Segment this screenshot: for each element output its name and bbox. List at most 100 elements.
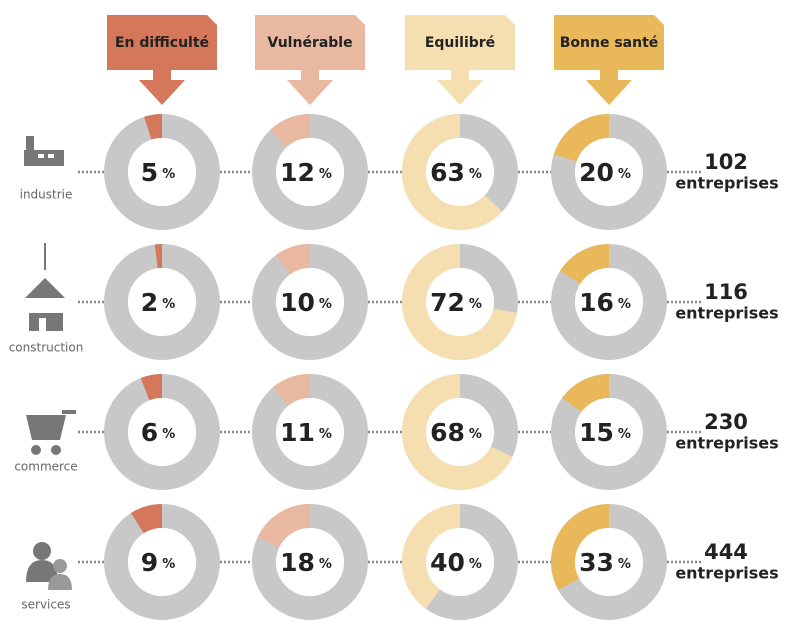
icon-commerce <box>26 410 76 455</box>
percent-value: 5 <box>141 158 158 187</box>
sector-label: construction <box>9 341 84 355</box>
company-unit: entreprises <box>675 564 778 583</box>
donut-center <box>128 268 196 336</box>
percent-label: 12% <box>280 158 332 187</box>
donut-center <box>276 528 344 596</box>
company-unit: entreprises <box>675 304 778 323</box>
donut-segment <box>402 504 461 609</box>
donut-center <box>128 398 196 466</box>
percent-unit: % <box>319 297 332 312</box>
percent-label: 40% <box>430 548 482 577</box>
donut-center <box>575 398 643 466</box>
percent-unit: % <box>162 297 175 312</box>
donut-segment <box>130 504 163 534</box>
donut-segment <box>402 244 517 360</box>
percent-value: 63 <box>430 158 465 187</box>
percent-unit: % <box>618 427 631 442</box>
percent-label: 2% <box>141 288 175 317</box>
donut-segment <box>562 374 610 413</box>
company-count: 230 <box>704 410 748 434</box>
donut-center <box>276 268 344 336</box>
header-arrow <box>287 80 333 105</box>
percent-unit: % <box>469 557 482 572</box>
header-stem <box>301 70 319 81</box>
donut-center <box>276 138 344 206</box>
donut-center <box>575 528 643 596</box>
company-count: 444 <box>704 540 748 564</box>
percent-label: 33% <box>579 548 631 577</box>
icon-industrie <box>24 136 64 166</box>
header-stem <box>153 70 171 81</box>
donut-center <box>426 268 494 336</box>
percent-label: 20% <box>579 158 631 187</box>
percent-label: 5% <box>141 158 175 187</box>
header-arrow <box>586 80 632 105</box>
header-box <box>405 15 515 70</box>
percent-value: 2 <box>141 288 158 317</box>
donut-center <box>426 398 494 466</box>
percent-label: 6% <box>141 418 175 447</box>
percent-unit: % <box>618 297 631 312</box>
company-unit: entreprises <box>675 434 778 453</box>
header-stem <box>451 70 469 81</box>
donut-segment <box>257 504 311 549</box>
donut-center <box>575 138 643 206</box>
company-unit: entreprises <box>675 174 778 193</box>
percent-value: 40 <box>430 548 465 577</box>
donut-segment <box>270 114 311 148</box>
header-arrow <box>437 80 483 105</box>
percent-unit: % <box>618 557 631 572</box>
header-label: En difficulté <box>115 35 209 51</box>
percent-label: 10% <box>280 288 332 317</box>
sector-label: industrie <box>20 188 73 202</box>
donut-segment <box>402 114 503 230</box>
percent-value: 9 <box>141 548 158 577</box>
percent-value: 20 <box>579 158 614 187</box>
percent-label: 9% <box>141 548 175 577</box>
sector-label: services <box>21 598 70 612</box>
donut-center <box>276 398 344 466</box>
donut-segment <box>551 504 610 590</box>
icon-construction <box>25 243 65 331</box>
percent-label: 11% <box>280 418 332 447</box>
donut-center <box>128 528 196 596</box>
percent-unit: % <box>162 167 175 182</box>
percent-value: 10 <box>280 288 315 317</box>
icon-services <box>26 542 72 590</box>
header-label: Vulnérable <box>267 35 352 51</box>
percent-value: 11 <box>280 418 315 447</box>
donut-center <box>128 138 196 206</box>
company-count: 116 <box>704 280 748 304</box>
header-box <box>255 15 365 70</box>
percent-unit: % <box>319 167 332 182</box>
sector-label: commerce <box>14 460 77 474</box>
percent-label: 15% <box>579 418 631 447</box>
donut-center <box>426 528 494 596</box>
percent-unit: % <box>469 297 482 312</box>
donut-segment <box>560 244 610 285</box>
percent-value: 18 <box>280 548 315 577</box>
percent-value: 12 <box>280 158 315 187</box>
header-stem <box>600 70 618 81</box>
header-label: Equilibré <box>425 35 495 51</box>
donut-segment <box>140 374 163 401</box>
percent-value: 15 <box>579 418 614 447</box>
percent-unit: % <box>162 427 175 442</box>
donut-center <box>426 138 494 206</box>
percent-label: 68% <box>430 418 482 447</box>
donut-segment <box>144 114 163 140</box>
percent-unit: % <box>469 427 482 442</box>
percent-unit: % <box>618 167 631 182</box>
percent-value: 16 <box>579 288 614 317</box>
header-box <box>107 15 217 70</box>
donut-center <box>575 268 643 336</box>
header-label: Bonne santé <box>560 35 659 51</box>
donut-segment <box>273 374 311 407</box>
percent-unit: % <box>469 167 482 182</box>
percent-value: 68 <box>430 418 465 447</box>
donut-segment <box>553 114 610 163</box>
donut-segment <box>402 374 513 490</box>
header-box <box>554 15 664 70</box>
percent-label: 16% <box>579 288 631 317</box>
